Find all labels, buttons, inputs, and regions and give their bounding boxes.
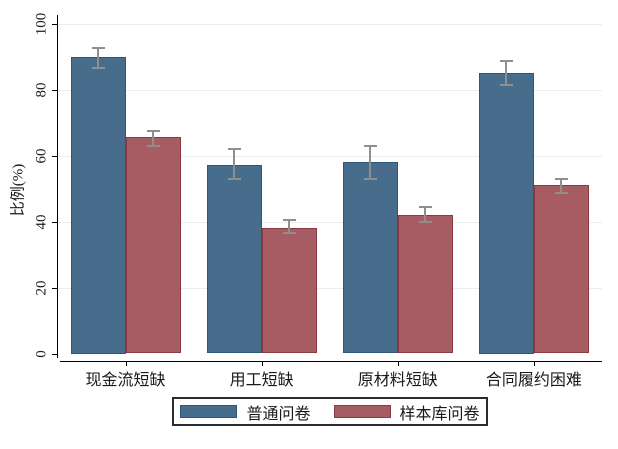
error-bar-cap (499, 83, 513, 86)
error-bar-cap (282, 218, 296, 221)
y-tick-label: 20 (33, 280, 50, 295)
gridline (57, 221, 602, 223)
y-tick-label: 40 (33, 214, 50, 229)
x-tick-label: 用工短缺 (229, 372, 294, 389)
error-bar-cap (499, 60, 513, 63)
error-bar-cap (363, 144, 377, 147)
error-bar-stem (505, 61, 508, 85)
error-bar-stem (369, 145, 372, 179)
error-bar-cap (227, 147, 241, 150)
x-axis-line (60, 361, 602, 362)
bar (533, 185, 589, 354)
bar (397, 214, 453, 354)
y-tick-label: 0 (33, 349, 50, 358)
x-tick-mark (125, 361, 127, 366)
bar (478, 73, 534, 354)
y-axis-title: 比例(%) (10, 163, 27, 217)
bar (70, 56, 126, 354)
y-tick-mark (51, 23, 58, 25)
error-bar-cap (91, 67, 105, 70)
error-bar-cap (146, 144, 160, 147)
y-tick-mark (51, 89, 58, 91)
bar (261, 228, 317, 354)
y-axis-line (57, 15, 58, 358)
x-tick-mark (533, 361, 535, 366)
error-bar-cap (282, 232, 296, 235)
y-tick-mark (51, 221, 58, 223)
y-tick-mark (51, 155, 58, 157)
gridline (57, 155, 602, 157)
bar (206, 165, 262, 354)
y-tick-mark (51, 287, 58, 289)
legend-entry: 普通问卷 (180, 400, 311, 424)
gridline (57, 89, 602, 91)
legend-label: 样本库问卷 (399, 405, 480, 423)
x-tick-label: 现金流短缺 (85, 372, 166, 389)
error-bar-stem (233, 148, 236, 179)
legend-swatch (333, 405, 391, 418)
error-bar-stem (97, 48, 100, 69)
error-bar-cap (418, 205, 432, 208)
x-tick-mark (397, 361, 399, 366)
error-bar-stem (424, 206, 427, 222)
error-bar-cap (418, 220, 432, 223)
error-bar-cap (363, 177, 377, 180)
x-tick-mark (261, 361, 263, 366)
y-tick-label: 80 (33, 82, 50, 97)
gridline (57, 287, 602, 289)
legend-swatch (180, 405, 238, 418)
y-tick-label: 100 (33, 12, 50, 35)
x-tick-label: 合同履约困难 (485, 372, 582, 389)
legend-label: 普通问卷 (246, 405, 311, 423)
error-bar-stem (152, 130, 155, 146)
bar (125, 137, 181, 354)
bar (342, 162, 398, 354)
x-tick-label: 原材料短缺 (357, 372, 438, 389)
legend-entry: 样本库问卷 (333, 400, 480, 424)
error-bar-cap (227, 177, 241, 180)
error-bar-cap (554, 177, 568, 180)
gridline (57, 23, 602, 25)
error-bar-stem (288, 219, 291, 234)
error-bar-cap (146, 129, 160, 132)
legend: 普通问卷 样本库问卷 (172, 397, 488, 426)
error-bar-stem (560, 178, 563, 194)
y-tick-mark (51, 353, 58, 355)
y-tick-label: 60 (33, 148, 50, 163)
error-bar-cap (91, 47, 105, 50)
error-bar-cap (554, 192, 568, 195)
